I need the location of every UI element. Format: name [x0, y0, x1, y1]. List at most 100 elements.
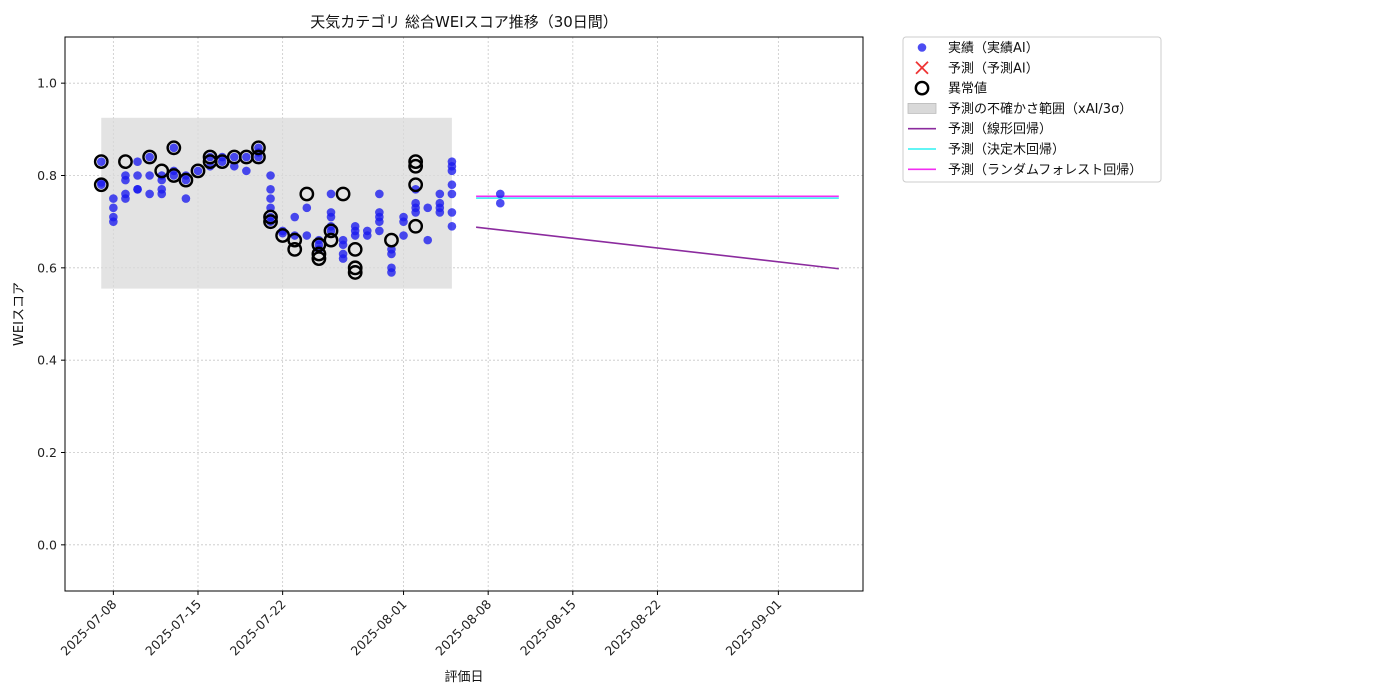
actual-point — [121, 189, 130, 199]
actual-point — [362, 231, 372, 240]
outlier-ring — [311, 237, 327, 253]
outlier-ring — [408, 218, 424, 234]
outlier-ring — [384, 232, 399, 248]
outlier-ring — [408, 177, 424, 193]
y-tick-label: 0.4 — [37, 353, 57, 368]
actual-point — [302, 203, 312, 213]
actual-point — [145, 171, 154, 180]
outlier-ring — [287, 232, 303, 248]
actual-point — [326, 189, 336, 199]
actual-point — [145, 189, 154, 199]
actual-point — [423, 235, 433, 245]
actual-point — [290, 212, 300, 222]
actual-points-layer — [96, 143, 505, 277]
x-tick-label: 2025-07-08 — [58, 596, 120, 658]
actual-point — [242, 166, 251, 176]
outlier-ring — [93, 177, 109, 193]
y-tick-label: 0.2 — [37, 445, 57, 460]
x-tick-label: 2025-07-22 — [227, 597, 289, 659]
actual-point — [96, 157, 106, 166]
x-tick-label: 2025-08-01 — [348, 597, 410, 659]
uncertainty-band-layer — [101, 117, 452, 289]
outlier-ring — [154, 163, 170, 179]
uncertainty-band — [101, 117, 452, 289]
actual-point — [266, 171, 275, 180]
legend-marker-band — [907, 103, 937, 114]
actual-point — [242, 152, 251, 162]
actual-point — [266, 203, 275, 213]
actual-point — [447, 221, 457, 231]
actual-point — [375, 208, 384, 217]
outlier-ring — [311, 246, 327, 262]
actual-point — [229, 152, 239, 162]
y-tick-label: 0.6 — [37, 260, 57, 275]
outlier-ring — [118, 154, 133, 170]
plot-frame — [64, 36, 864, 592]
actual-point — [411, 198, 420, 208]
x-tick-label: 2025-09-01 — [723, 597, 785, 659]
outlier-ring — [178, 172, 194, 188]
outlier-ring — [251, 140, 266, 156]
forecast-lines-layer — [475, 195, 839, 270]
legend-label-predicted: 予測（予測AI） — [948, 61, 1039, 76]
actual-point — [266, 194, 275, 203]
actual-point — [338, 249, 348, 259]
outlier-ring — [263, 214, 278, 230]
actual-point — [387, 268, 396, 277]
actual-point — [109, 203, 118, 213]
outlier-ring — [408, 158, 424, 174]
x-tick-label: 2025-08-15 — [517, 597, 579, 659]
actual-point — [169, 171, 179, 180]
outlier-ring — [287, 241, 303, 257]
actual-point — [121, 171, 130, 180]
x-axis-label: 評価日 — [444, 670, 483, 685]
chart-title: 天気カテゴリ 総合WEIスコア推移（30日間） — [310, 13, 618, 31]
actual-point — [169, 143, 179, 153]
y-tick-label: 0.8 — [37, 168, 57, 183]
actual-point — [435, 198, 445, 208]
x-tick-label: 2025-08-08 — [432, 596, 494, 658]
actual-point — [157, 189, 167, 199]
actual-point — [302, 231, 312, 240]
outlier-ring — [323, 232, 339, 248]
outlier-ring — [166, 168, 182, 183]
actual-point — [435, 189, 445, 199]
actual-point — [399, 231, 408, 240]
actual-point — [495, 189, 505, 199]
outlier-ring — [347, 260, 363, 276]
legend-label-forest: 予測（ランダムフォレスト回帰） — [948, 162, 1142, 178]
actual-point — [423, 203, 433, 213]
actual-point — [193, 166, 203, 176]
actual-point — [326, 208, 336, 217]
outlier-rings-layer — [93, 140, 424, 280]
actual-point — [181, 194, 191, 203]
outlier-ring — [251, 149, 266, 165]
actual-point — [133, 157, 142, 166]
actual-point — [375, 226, 384, 236]
outlier-ring — [311, 251, 327, 267]
actual-point — [133, 171, 142, 180]
outlier-ring — [275, 228, 291, 243]
x-tick-label: 2025-08-22 — [602, 597, 664, 659]
outlier-ring — [214, 154, 230, 170]
outlier-ring — [347, 265, 363, 280]
actual-point — [145, 152, 154, 162]
outlier-ring — [263, 209, 278, 225]
actual-point — [229, 161, 239, 171]
legend-marker-predicted — [915, 61, 929, 75]
outlier-ring — [202, 149, 218, 165]
actual-point — [495, 198, 505, 208]
legend-label-tree: 予測（決定木回帰） — [948, 142, 1065, 158]
outlier-ring — [408, 154, 424, 170]
actual-point — [350, 221, 360, 231]
outlier-ring — [190, 163, 206, 179]
forecast-line-linear — [475, 226, 839, 270]
outlier-ring — [142, 149, 158, 165]
legend-label-band: 予測の不確かさ範囲（xAI/3σ） — [948, 101, 1132, 117]
y-tick-label: 0.0 — [37, 537, 57, 552]
actual-point — [109, 212, 118, 222]
outlier-ring — [299, 186, 315, 202]
outlier-ring — [166, 140, 182, 156]
